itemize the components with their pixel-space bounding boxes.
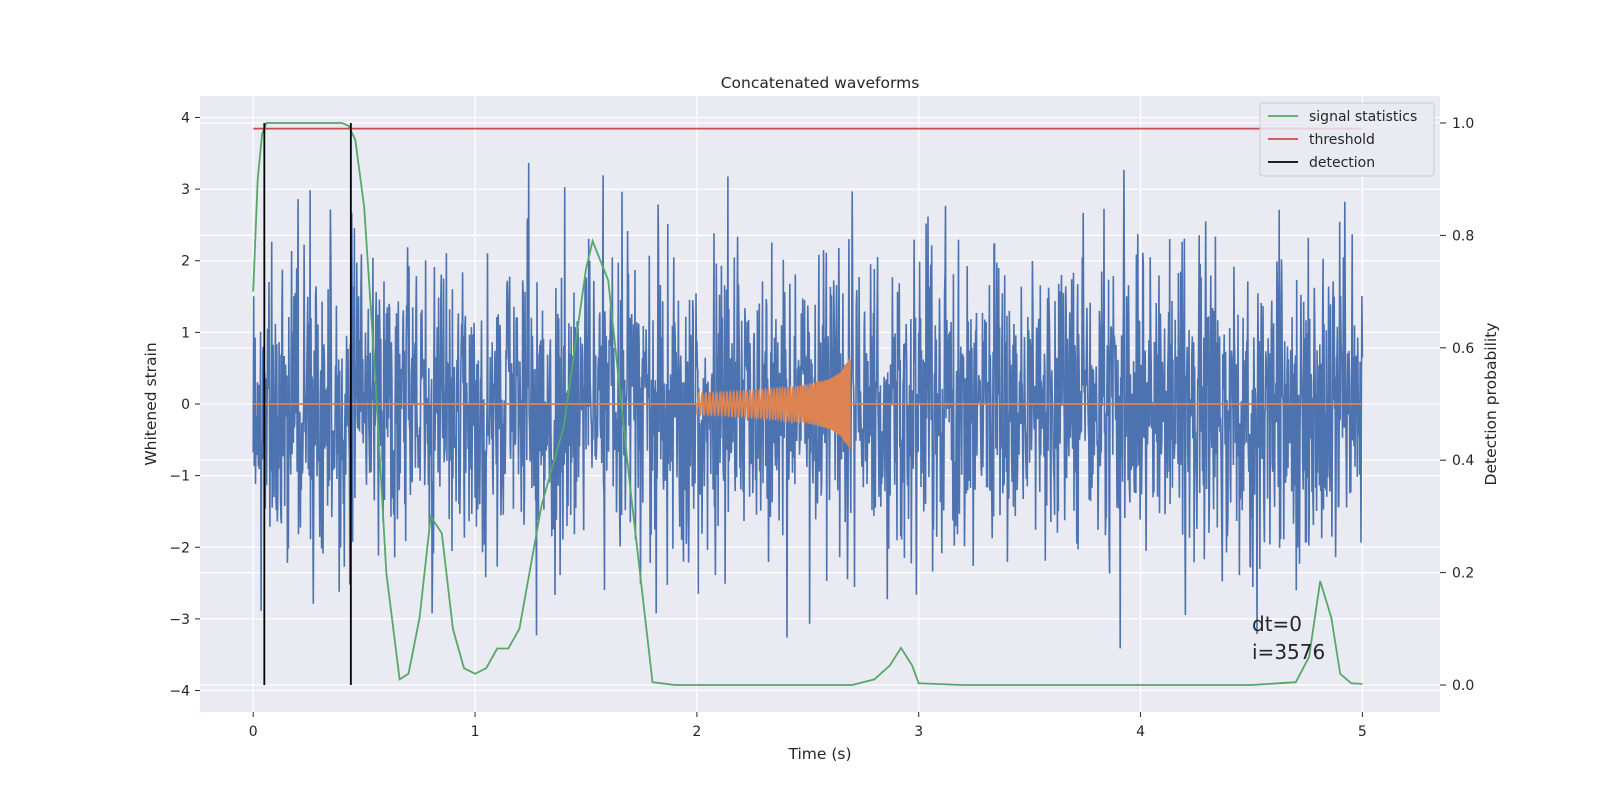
y2-tick-label: 0.4 [1452, 453, 1474, 469]
x-tick-label: 2 [692, 724, 701, 740]
series-whitened-strain [252, 162, 1364, 649]
x-axis-label: Time (s) [787, 745, 851, 763]
series-injected-waveform [696, 358, 851, 450]
y-tick-label: −1 [169, 469, 190, 485]
y-tick-label: −4 [169, 684, 190, 700]
y2-tick-label: 0.2 [1452, 566, 1474, 582]
annotation-dt: dt=0 [1252, 612, 1302, 636]
y-tick-label: 2 [181, 254, 190, 270]
legend-label-signal-statistics: signal statistics [1309, 109, 1417, 125]
plot-layer [252, 122, 1364, 686]
legend-label-detection: detection [1309, 155, 1375, 171]
y-tick-label: 0 [181, 397, 190, 413]
x-tick-label: 4 [1136, 724, 1145, 740]
series-signal-statistics [252, 122, 1363, 686]
y-tick-label: 4 [181, 110, 190, 126]
y-tick-label: 1 [181, 325, 190, 341]
y2-tick-label: 0.0 [1452, 678, 1474, 694]
tick-labels: 0 1 2 3 4 5 −4 −3 −2 −1 0 1 2 3 4 0.0 0.2 0.4 0.6 0.8 1.0 [169, 110, 1474, 740]
x-tick-label: 1 [471, 724, 480, 740]
y-axis-label: Whitened strain [142, 342, 160, 465]
y-tick-label: −3 [169, 612, 190, 628]
annotation-index: i=3576 [1252, 640, 1325, 664]
y2-tick-label: 1.0 [1452, 116, 1474, 132]
y-tick-label: 3 [181, 182, 190, 198]
y2-tick-label: 0.8 [1452, 228, 1474, 244]
x-tick-label: 5 [1358, 724, 1367, 740]
legend-box [1259, 102, 1435, 177]
y-tick-label: −2 [169, 540, 190, 556]
legend-label-threshold: threshold [1309, 132, 1375, 148]
chart-title: Concatenated waveforms [721, 74, 920, 92]
legend: signal statistics threshold detection [1259, 102, 1435, 177]
y2-axis-label: Detection probability [1482, 323, 1500, 486]
y2-tick-label: 0.6 [1452, 341, 1474, 357]
series-detection [263, 122, 352, 686]
x-tick-label: 0 [249, 724, 258, 740]
x-tick-label: 3 [914, 724, 923, 740]
